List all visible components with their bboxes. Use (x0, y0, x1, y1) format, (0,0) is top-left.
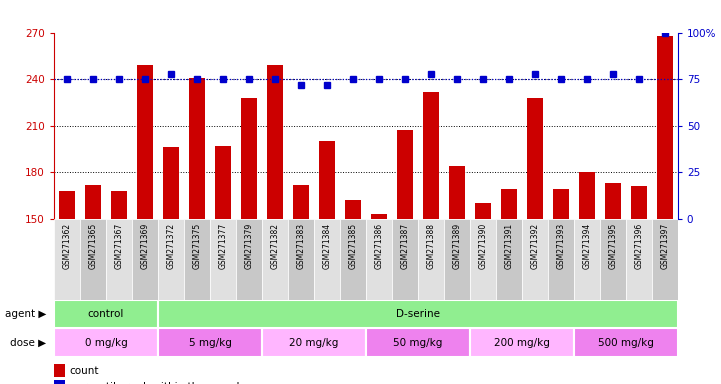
Bar (319, 141, 335, 219)
Text: GSM271377: GSM271377 (218, 223, 228, 269)
Bar (158, 219, 184, 300)
Text: GSM271382: GSM271382 (270, 223, 280, 269)
Bar (189, 78, 205, 219)
Text: GSM271383: GSM271383 (296, 223, 306, 269)
Text: GSM271394: GSM271394 (583, 223, 591, 269)
Bar (267, 65, 283, 219)
Bar (626, 219, 652, 300)
Text: count: count (70, 366, 99, 376)
Text: GSM271396: GSM271396 (634, 223, 643, 269)
Text: 50 mg/kg: 50 mg/kg (393, 338, 443, 348)
Bar (80, 219, 106, 300)
Text: GSM271372: GSM271372 (167, 223, 175, 269)
Bar (85, 185, 101, 219)
Text: D-serine: D-serine (396, 309, 440, 319)
Text: control: control (88, 309, 124, 319)
Bar (444, 219, 470, 300)
Bar (475, 204, 490, 219)
Bar (111, 191, 127, 219)
Bar (137, 65, 153, 219)
Bar (54, 328, 158, 357)
Bar (423, 92, 438, 219)
Text: GSM271395: GSM271395 (609, 223, 617, 269)
Text: GSM271389: GSM271389 (452, 223, 461, 269)
Text: GSM271388: GSM271388 (426, 223, 435, 269)
Bar (371, 214, 386, 219)
Bar (54, 364, 66, 377)
Text: 200 mg/kg: 200 mg/kg (494, 338, 549, 348)
Text: GSM271387: GSM271387 (400, 223, 410, 269)
Bar (527, 98, 543, 219)
Text: GSM271379: GSM271379 (244, 223, 254, 269)
Bar (54, 219, 80, 300)
Bar (579, 172, 595, 219)
Bar (548, 219, 574, 300)
Bar (106, 219, 132, 300)
Text: 20 mg/kg: 20 mg/kg (289, 338, 339, 348)
Text: GSM271397: GSM271397 (660, 223, 669, 269)
Bar (657, 36, 673, 219)
Bar (54, 300, 158, 328)
Bar (397, 131, 412, 219)
Bar (392, 219, 418, 300)
Bar (262, 219, 288, 300)
Bar (501, 189, 517, 219)
Bar (631, 186, 647, 219)
Bar (522, 219, 548, 300)
Text: GSM271386: GSM271386 (374, 223, 384, 269)
Bar (600, 219, 626, 300)
Text: GSM271391: GSM271391 (504, 223, 513, 269)
Text: 0 mg/kg: 0 mg/kg (84, 338, 128, 348)
Bar (470, 328, 574, 357)
Text: GSM271393: GSM271393 (557, 223, 565, 269)
Bar (605, 183, 621, 219)
Text: GSM271375: GSM271375 (193, 223, 201, 269)
Text: percentile rank within the sample: percentile rank within the sample (70, 382, 246, 384)
Text: GSM271390: GSM271390 (478, 223, 487, 269)
Bar (470, 219, 496, 300)
Bar (574, 328, 678, 357)
Text: dose ▶: dose ▶ (10, 338, 46, 348)
Text: GSM271384: GSM271384 (322, 223, 332, 269)
Bar (496, 219, 522, 300)
Bar (652, 219, 678, 300)
Bar (215, 146, 231, 219)
Bar (366, 219, 392, 300)
Bar (340, 219, 366, 300)
Text: GSM271367: GSM271367 (115, 223, 123, 269)
Bar (241, 98, 257, 219)
Bar (158, 300, 678, 328)
Bar (449, 166, 464, 219)
Bar (314, 219, 340, 300)
Bar (163, 147, 179, 219)
Bar (236, 219, 262, 300)
Text: GSM271365: GSM271365 (89, 223, 97, 269)
Text: 5 mg/kg: 5 mg/kg (189, 338, 231, 348)
Bar (288, 219, 314, 300)
Text: GSM271392: GSM271392 (531, 223, 539, 269)
Text: agent ▶: agent ▶ (4, 309, 46, 319)
Text: GSM271385: GSM271385 (348, 223, 358, 269)
Text: GSM271362: GSM271362 (63, 223, 71, 269)
Bar (262, 328, 366, 357)
Bar (418, 219, 444, 300)
Bar (366, 328, 470, 357)
Bar (59, 191, 75, 219)
Bar (132, 219, 158, 300)
Bar (574, 219, 600, 300)
Bar (553, 189, 569, 219)
Text: 500 mg/kg: 500 mg/kg (598, 338, 654, 348)
Bar (54, 380, 66, 384)
Bar (345, 200, 360, 219)
Text: GSM271369: GSM271369 (141, 223, 149, 269)
Bar (293, 185, 309, 219)
Bar (158, 328, 262, 357)
Bar (184, 219, 210, 300)
Bar (210, 219, 236, 300)
